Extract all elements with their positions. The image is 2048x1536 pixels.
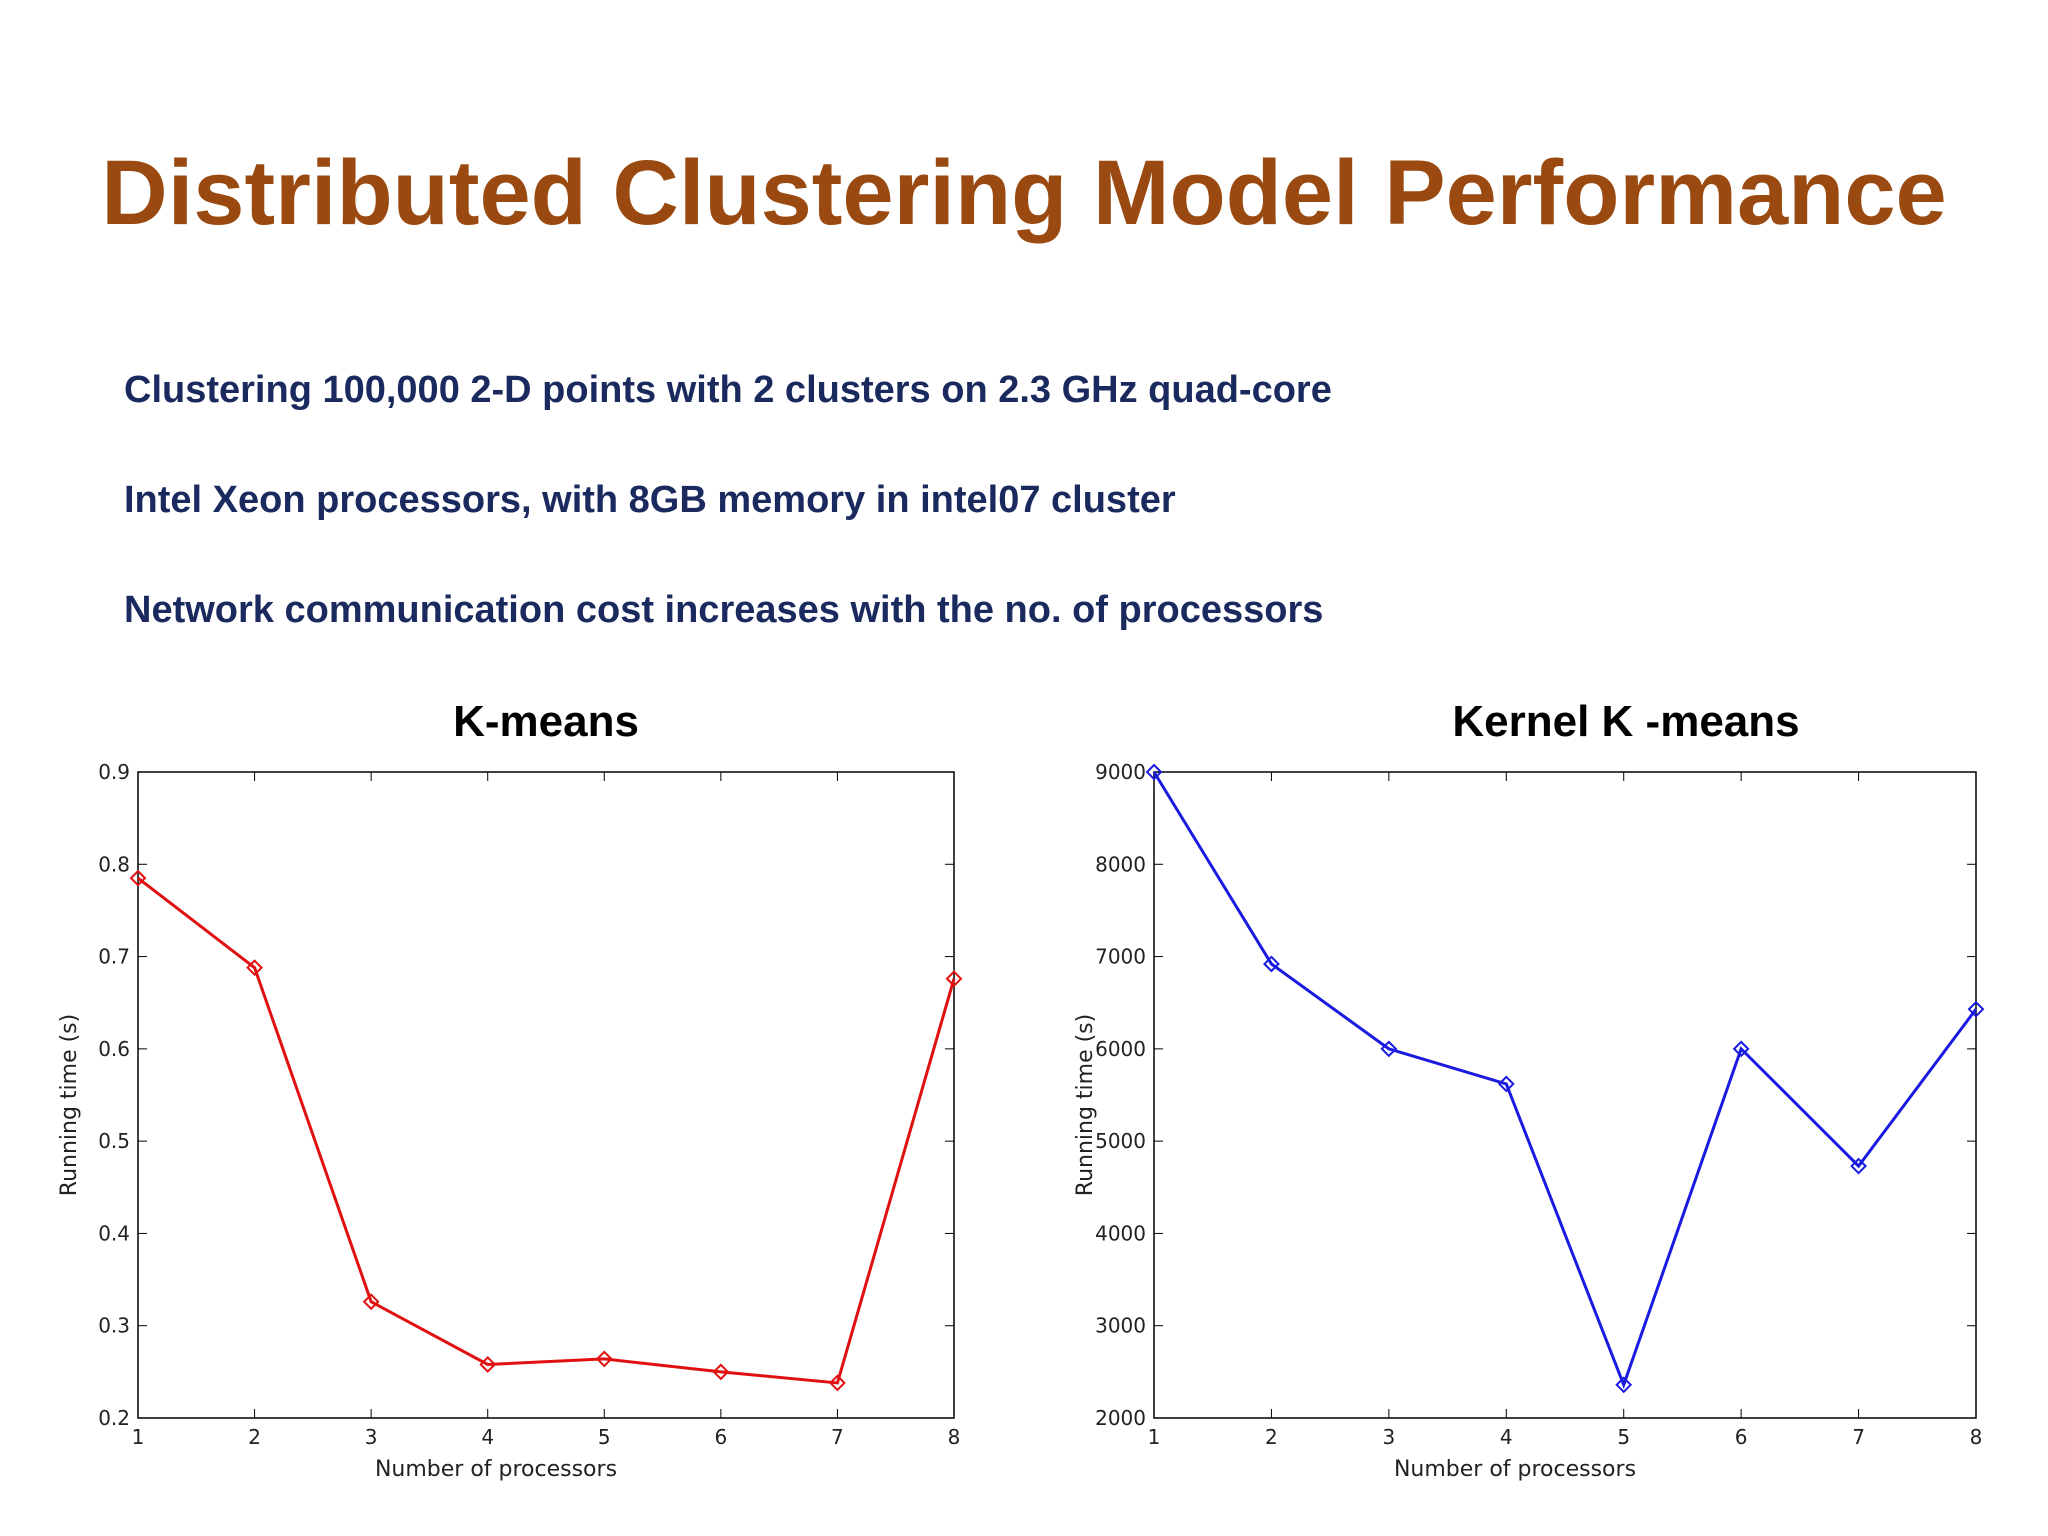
kernel-kmeans-y-tick-label: 7000: [1095, 945, 1146, 969]
kernel-kmeans-y-tick-label: 6000: [1095, 1037, 1146, 1061]
kernel-kmeans-y-tick-label: 8000: [1095, 852, 1146, 876]
kernel-kmeans-x-tick-label: 8: [1970, 1425, 1983, 1449]
kernel-kmeans-x-axis-label: Number of processors: [1394, 1457, 1636, 1482]
kmeans-data-point: [129, 869, 147, 887]
kmeans-x-axis-label: Number of processors: [375, 1457, 617, 1482]
kmeans-data-point: [362, 1293, 380, 1311]
kmeans-x-tick-label: 3: [365, 1425, 378, 1449]
kmeans-data-point: [246, 959, 263, 977]
kmeans-y-tick-label: 0.4: [98, 1221, 130, 1245]
kmeans-data-point: [595, 1350, 613, 1368]
kmeans-data-point: [829, 1374, 846, 1392]
kmeans-y-tick-label: 0.3: [98, 1314, 130, 1338]
kernel-kmeans-series-line: [1152, 771, 1978, 1390]
slide-title: Distributed Clustering Model Performance: [101, 142, 1947, 244]
kmeans-y-tick-label: 0.9: [98, 760, 130, 784]
kernel-kmeans-chart-title: Kernel K -means: [1452, 697, 1800, 746]
kmeans-x-tick-label: 7: [831, 1425, 844, 1449]
kmeans-y-axis-label: Running time (s): [57, 1014, 82, 1196]
bullet-item-3: Network communication cost increases wit…: [124, 589, 1324, 631]
kernel-kmeans-data-point: [1497, 1075, 1515, 1093]
kmeans-plot-frame: [137, 771, 955, 1419]
kernel-kmeans-data-point: [1145, 763, 1163, 781]
kernel-kmeans-x-tick-label: 1: [1148, 1425, 1161, 1449]
kmeans-y-tick-label: 0.2: [98, 1406, 130, 1430]
kmeans-x-tick-label: 8: [948, 1425, 961, 1449]
kernel-kmeans-y-tick-label: 4000: [1095, 1221, 1146, 1245]
kmeans-y-tick-label: 0.5: [98, 1129, 130, 1153]
kernel-kmeans-x-tick-label: 7: [1852, 1425, 1865, 1449]
kernel-kmeans-x-tick-label: 2: [1265, 1425, 1278, 1449]
bullet-item-2: Intel Xeon processors, with 8GB memory i…: [124, 479, 1176, 521]
kmeans-x-tick-label: 6: [714, 1425, 727, 1449]
kmeans-data-point: [712, 1363, 730, 1381]
kmeans-data-point: [945, 970, 963, 988]
kmeans-series-line: [137, 876, 956, 1385]
kernel-kmeans-x-tick-label: 6: [1735, 1425, 1748, 1449]
kmeans-data-point: [479, 1356, 497, 1373]
kernel-kmeans-data-point: [1615, 1376, 1633, 1394]
kernel-kmeans-x-tick-label: 5: [1617, 1425, 1630, 1449]
kernel-kmeans-y-tick-label: 2000: [1095, 1406, 1146, 1430]
kernel-kmeans-data-point: [1732, 1040, 1750, 1058]
kernel-kmeans-data-point: [1850, 1157, 1867, 1175]
kmeans-chart-title: K-means: [453, 697, 639, 746]
kernel-kmeans-y-tick-label: 5000: [1095, 1129, 1146, 1153]
kernel-kmeans-data-point: [1967, 1000, 1985, 1018]
bullet-list: Clustering 100,000 2-D points with 2 clu…: [124, 366, 1332, 696]
kernel-kmeans-x-tick-label: 3: [1382, 1425, 1395, 1449]
kernel-kmeans-data-point: [1380, 1040, 1398, 1058]
kernel-kmeans-plot-frame: [1153, 771, 1977, 1419]
kernel-kmeans-y-axis-label: Running time (s): [1073, 1014, 1098, 1196]
kernel-kmeans-x-tick-label: 4: [1500, 1425, 1513, 1449]
kmeans-x-tick-label: 4: [481, 1425, 494, 1449]
kmeans-x-tick-label: 5: [598, 1425, 611, 1449]
kernel-kmeans-y-tick-label: 9000: [1095, 760, 1146, 784]
kmeans-y-tick-label: 0.8: [98, 852, 130, 876]
kernel-kmeans-y-tick-label: 3000: [1095, 1314, 1146, 1338]
kmeans-y-tick-label: 0.7: [98, 945, 130, 969]
kernel-kmeans-data-point: [1263, 955, 1280, 973]
kmeans-x-tick-label: 1: [132, 1425, 145, 1449]
bullet-item-1: Clustering 100,000 2-D points with 2 clu…: [124, 369, 1332, 411]
kmeans-y-tick-label: 0.6: [98, 1037, 130, 1061]
kmeans-x-tick-label: 2: [248, 1425, 261, 1449]
